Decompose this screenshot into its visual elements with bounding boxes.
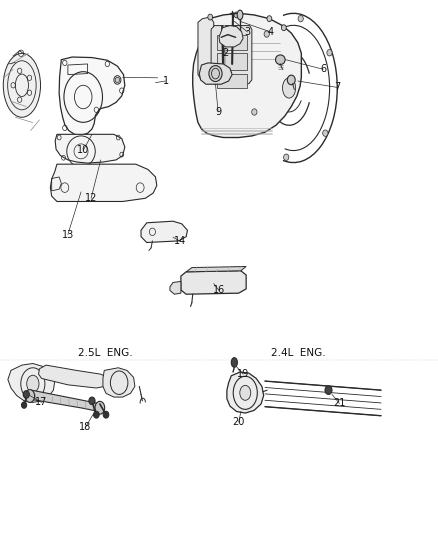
Ellipse shape	[283, 78, 296, 98]
Polygon shape	[39, 365, 109, 388]
Text: 16: 16	[213, 286, 225, 295]
Polygon shape	[181, 271, 246, 294]
Text: 6: 6	[320, 64, 326, 74]
Text: 9: 9	[215, 107, 221, 117]
Polygon shape	[217, 74, 247, 88]
Polygon shape	[227, 372, 264, 413]
Text: 2.4L  ENG.: 2.4L ENG.	[271, 348, 325, 358]
Polygon shape	[8, 364, 55, 402]
Ellipse shape	[284, 154, 289, 160]
Ellipse shape	[4, 53, 40, 117]
Text: 18: 18	[79, 423, 92, 432]
Text: 2: 2	[222, 49, 228, 58]
Ellipse shape	[209, 66, 222, 82]
Polygon shape	[211, 26, 252, 84]
Polygon shape	[55, 134, 125, 163]
Polygon shape	[193, 13, 301, 138]
Polygon shape	[186, 266, 246, 272]
Ellipse shape	[281, 25, 286, 31]
Polygon shape	[199, 63, 232, 84]
Text: 17: 17	[35, 398, 48, 407]
Ellipse shape	[25, 390, 35, 402]
Ellipse shape	[298, 15, 303, 22]
Text: 10: 10	[77, 146, 89, 155]
Ellipse shape	[231, 358, 237, 367]
Ellipse shape	[115, 77, 120, 83]
Ellipse shape	[276, 55, 285, 64]
Polygon shape	[217, 35, 247, 50]
Ellipse shape	[21, 402, 27, 408]
Ellipse shape	[89, 397, 95, 405]
Ellipse shape	[325, 386, 332, 394]
Text: 3: 3	[244, 27, 251, 37]
Polygon shape	[59, 57, 125, 135]
Text: 4: 4	[268, 27, 274, 37]
Text: 7: 7	[334, 83, 340, 92]
Text: 14: 14	[173, 236, 186, 246]
Ellipse shape	[327, 50, 332, 56]
Ellipse shape	[103, 411, 109, 418]
Polygon shape	[198, 17, 214, 81]
Text: 21: 21	[333, 399, 346, 408]
Ellipse shape	[237, 10, 243, 20]
Text: 20: 20	[233, 417, 245, 427]
Text: 12: 12	[85, 193, 97, 203]
Ellipse shape	[234, 12, 239, 18]
Polygon shape	[217, 53, 247, 70]
Text: 1: 1	[162, 76, 169, 86]
Ellipse shape	[267, 15, 272, 21]
Text: 19: 19	[237, 369, 249, 379]
Polygon shape	[50, 164, 157, 201]
Text: 2.5L  ENG.: 2.5L ENG.	[78, 348, 132, 358]
Ellipse shape	[94, 411, 99, 418]
Polygon shape	[103, 368, 135, 397]
Ellipse shape	[264, 31, 269, 37]
Ellipse shape	[27, 375, 39, 392]
Ellipse shape	[23, 391, 29, 398]
Ellipse shape	[208, 14, 212, 20]
Ellipse shape	[95, 401, 105, 414]
Polygon shape	[170, 281, 181, 294]
Polygon shape	[27, 390, 102, 411]
Text: 13: 13	[62, 230, 74, 239]
Polygon shape	[219, 26, 243, 47]
Ellipse shape	[240, 385, 251, 400]
Ellipse shape	[323, 130, 328, 136]
Ellipse shape	[252, 109, 257, 115]
Ellipse shape	[287, 75, 295, 85]
Polygon shape	[141, 221, 187, 243]
